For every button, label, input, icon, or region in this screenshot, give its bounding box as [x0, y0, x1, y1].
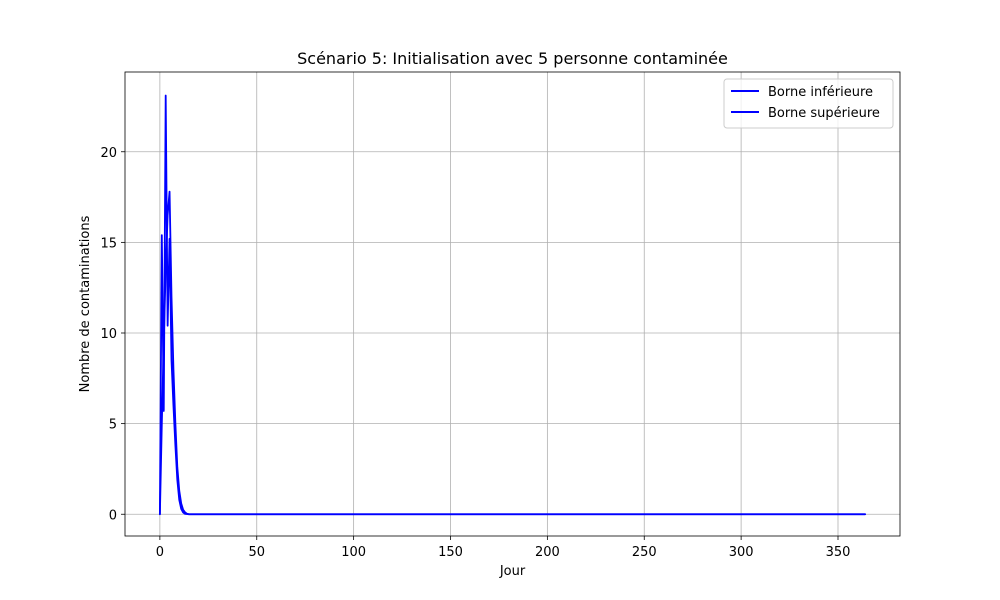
y-tick-label: 10 [100, 327, 117, 342]
chart-title: Scénario 5: Initialisation avec 5 person… [297, 49, 728, 68]
y-tick-label: 0 [109, 508, 117, 523]
x-tick-label: 150 [438, 545, 463, 560]
x-tick-label: 50 [248, 545, 265, 560]
y-axis-label: Nombre de contaminations [78, 215, 93, 392]
x-tick-label: 300 [729, 545, 754, 560]
legend-box [723, 78, 894, 129]
plot-frame [124, 71, 901, 537]
series-line-borne-superieure [158, 190, 867, 516]
x-tick-label: 350 [826, 545, 851, 560]
axis-ticks: 0 50 100 150 200 250 300 350 0 5 10 15 20 [100, 146, 850, 560]
legend: Borne inférieure Borne supérieure [723, 78, 894, 129]
legend-label-borne-superieure: Borne supérieure [768, 106, 880, 121]
y-tick-label: 20 [100, 146, 117, 161]
x-tick-label: 200 [535, 545, 560, 560]
x-tick-label: 0 [156, 545, 164, 560]
x-tick-label: 250 [632, 545, 657, 560]
legend-label-borne-inferieure: Borne inférieure [768, 85, 873, 100]
series-lines [158, 94, 867, 516]
x-tick-label: 100 [341, 545, 366, 560]
y-tick-label: 15 [100, 236, 117, 251]
series-line-borne-inferieure [158, 94, 867, 516]
y-tick-label: 5 [109, 418, 117, 433]
x-axis-label: Jour [499, 564, 526, 579]
